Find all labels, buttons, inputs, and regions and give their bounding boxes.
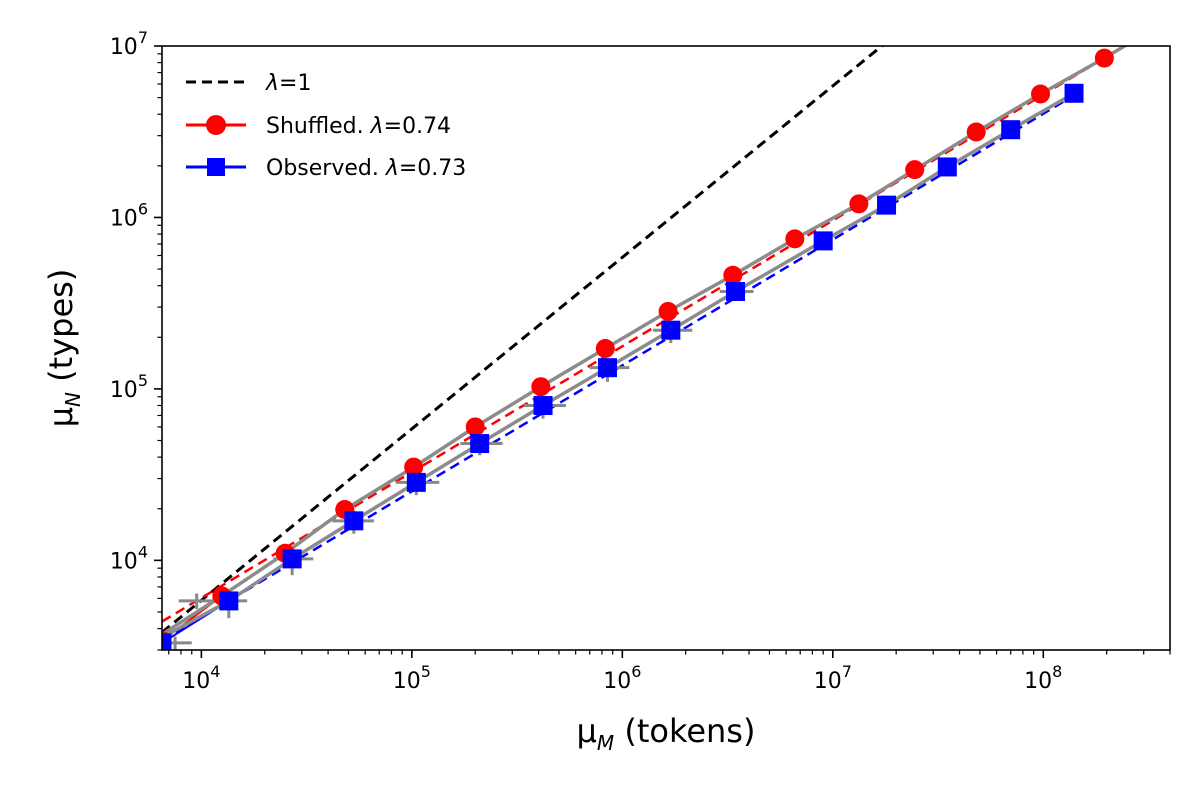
shuffled-point	[785, 229, 805, 249]
shuffled-point	[465, 417, 485, 437]
legend-entry-shuffled: Shuffled. λ=0.74	[186, 114, 451, 139]
y-axis-label: μN (types)	[42, 269, 85, 428]
x-axis-label-rest: (tokens)	[614, 712, 755, 750]
legend-marker-observed	[207, 158, 225, 176]
legend-label-observed: Observed. λ=0.73	[266, 156, 466, 181]
shuffled-point	[404, 457, 424, 477]
y-axis-ticks: 104 105 106 107	[110, 28, 162, 651]
y-axis-label-rest: (types)	[42, 269, 80, 392]
observed-point	[597, 358, 617, 378]
observed-point	[344, 511, 364, 531]
legend-label-reference: λ=1	[265, 71, 311, 96]
x-tick-label: 107	[814, 662, 852, 694]
observed-point	[937, 157, 957, 177]
x-tick-label: 108	[1024, 662, 1062, 694]
legend-entry-reference: λ=1	[186, 71, 311, 96]
observed-point	[661, 320, 681, 340]
shuffled-point	[1094, 48, 1114, 68]
observed-point	[813, 231, 833, 251]
observed-point	[1064, 83, 1084, 103]
y-tick-label: 107	[110, 28, 148, 60]
plot-area	[162, 46, 1128, 650]
observed-point	[877, 195, 897, 215]
observed-point	[282, 549, 302, 569]
y-tick-label: 106	[110, 199, 148, 231]
legend-marker-shuffled	[206, 115, 226, 135]
x-axis-label-subscript: M	[597, 731, 614, 755]
reference-line-layer	[162, 46, 885, 634]
shuffled-point	[723, 265, 743, 285]
shuffled-point	[658, 301, 678, 321]
x-tick-label: 105	[393, 662, 431, 694]
shuffled-fit-line	[162, 46, 1128, 623]
observed-point	[726, 281, 746, 301]
x-tick-label: 104	[182, 662, 220, 694]
x-axis-label: μM (tokens)	[577, 712, 756, 755]
observed-point	[162, 633, 172, 650]
legend: λ=1 Shuffled. λ=0.74 Observed. λ=0.73	[186, 71, 466, 181]
observed-point	[470, 434, 490, 454]
x-tick-label: 106	[603, 662, 641, 694]
shuffled-point	[905, 160, 925, 180]
y-axis-label-subscript: N	[61, 392, 85, 407]
y-tick-label: 105	[110, 371, 148, 403]
shuffled-point	[849, 194, 869, 214]
observed-point	[406, 472, 426, 492]
observed-point	[1001, 120, 1021, 140]
shuffled-point	[966, 122, 986, 142]
observed-point	[219, 591, 239, 611]
x-axis-ticks: 104 105 106 107 108	[168, 650, 1171, 694]
y-tick-label: 104	[110, 542, 148, 574]
reference-line	[162, 46, 885, 634]
observed-point	[533, 396, 553, 416]
shuffled-point	[531, 377, 551, 397]
plot-frame	[161, 45, 1171, 651]
marker-layer	[162, 48, 1114, 650]
shuffled-point	[595, 339, 615, 359]
shuffled-point	[1030, 84, 1050, 104]
legend-label-shuffled: Shuffled. λ=0.74	[266, 114, 451, 139]
legend-entry-observed: Observed. λ=0.73	[186, 156, 466, 181]
